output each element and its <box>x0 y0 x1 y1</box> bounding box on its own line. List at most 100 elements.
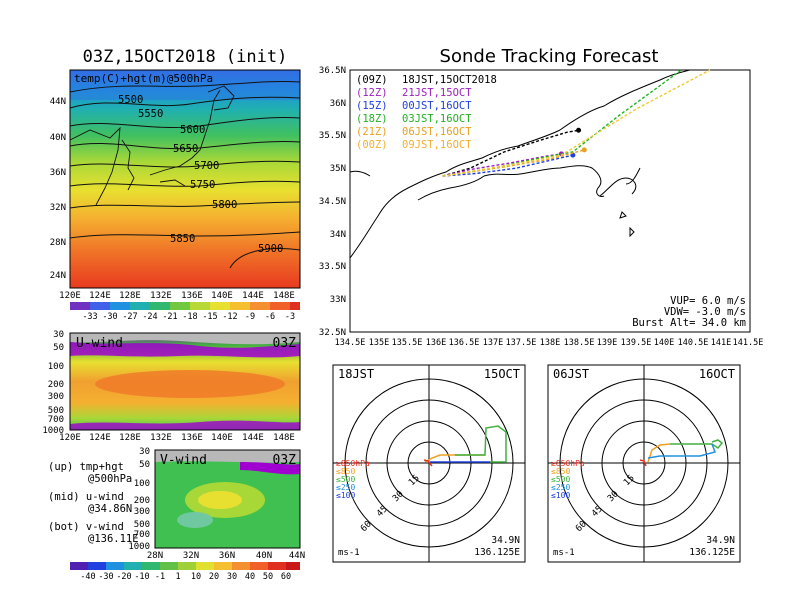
run-id: (12Z) <box>356 87 388 99</box>
hodo-level-legend: ≥850hPa ≤850 ≤500 ≤250 ≤100 <box>336 459 370 500</box>
run-time: 18JST,15OCT2018 <box>402 74 497 86</box>
hodo-lon: 136.125E <box>689 547 735 558</box>
hodograph-left <box>332 364 526 563</box>
lon-tick: 136E <box>426 338 446 348</box>
p-tick: 200 <box>48 380 64 390</box>
colorbar-tick: -9 <box>245 312 255 322</box>
colorbar-tick: -20 <box>116 572 131 582</box>
lat-tick: 44N <box>50 97 66 107</box>
track-params: VUP= 6.0 m/s VDW= -3.0 m/s Burst Alt= 34… <box>632 295 746 329</box>
contour-label: 5500 <box>118 94 143 106</box>
lon-tick: 135.5E <box>392 338 423 348</box>
legend-line: @500hPa <box>88 473 132 485</box>
p-tick: 700 <box>134 530 150 540</box>
hodo-lat: 34.9N <box>706 535 735 546</box>
map-lon-ticks: 120E 124E 128E 132E 136E 140E 144E 148E <box>59 291 295 301</box>
hodograph-right <box>547 364 741 563</box>
lon-tick: 120E <box>59 433 81 443</box>
map-plot <box>69 69 301 289</box>
uwind-lon-ticks: 120E 124E 128E 132E 136E 140E 144E 148E <box>59 433 295 443</box>
lat-tick: 35N <box>330 164 346 174</box>
lon-tick: 124E <box>89 433 111 443</box>
lon-tick: 140E <box>211 291 233 301</box>
wind-colorbar-ticks: -40 -30 -20 -10 -1 1 10 20 30 40 50 60 <box>80 572 291 582</box>
run-time: 03JST,16OCT <box>402 113 472 125</box>
lon-tick: 137.5E <box>506 338 537 348</box>
lat-tick: 32.5N <box>319 328 346 338</box>
lon-tick: 135E <box>369 338 389 348</box>
colorbar-tick: -33 <box>82 312 97 322</box>
vwind-label: V-wind <box>160 453 207 468</box>
level-entry: ≤250 <box>551 483 570 492</box>
lon-tick: 120E <box>59 291 81 301</box>
lon-tick: 136E <box>181 433 203 443</box>
lat-tick: 36N <box>330 99 346 109</box>
lon-tick: 128E <box>119 433 141 443</box>
burst-point <box>576 127 582 133</box>
vwind-p-ticks: 30 50 100 200 300 500 700 1000 <box>128 447 150 552</box>
colorbar-tick: 20 <box>209 572 219 582</box>
lon-tick: 141E <box>711 338 731 348</box>
colorbar-tick: 50 <box>263 572 273 582</box>
level-entry: ≤500 <box>551 475 570 484</box>
lat-tick: 28N <box>147 551 163 561</box>
lat-tick: 34.5N <box>319 197 346 207</box>
contour-label: 5750 <box>190 179 215 191</box>
track-plot <box>349 69 751 333</box>
run-id: (21Z) <box>356 126 388 138</box>
lat-tick: 28N <box>50 238 66 248</box>
hodo-date: 16OCT <box>699 367 735 381</box>
lon-tick: 140.5E <box>678 338 709 348</box>
param-line: VUP= 6.0 m/s <box>670 295 746 307</box>
level-entry: ≤250 <box>336 483 355 492</box>
contour-label: 5900 <box>258 243 283 255</box>
lon-tick: 141.5E <box>733 338 764 348</box>
track-series <box>442 69 711 177</box>
lat-tick: 36N <box>219 551 235 561</box>
colorbar-tick: -30 <box>98 572 113 582</box>
temp-colorbar <box>70 302 300 310</box>
lon-tick: 138.5E <box>564 338 595 348</box>
uwind-p-ticks: 30 50 100 200 300 500 700 1000 <box>42 330 64 436</box>
lon-tick: 134.5E <box>335 338 366 348</box>
panel-legend: (up) tmp+hgt @500hPa (mid) u-wind @34.86… <box>48 461 139 545</box>
contour-label: 5650 <box>173 143 198 155</box>
level-entry: ≥850hPa <box>551 459 585 468</box>
lat-tick: 24N <box>50 271 66 281</box>
colorbar-tick: 30 <box>227 572 237 582</box>
vwind-lat-ticks: 28N 32N 36N 40N 44N <box>147 551 305 561</box>
p-tick: 200 <box>134 496 150 506</box>
lon-tick: 128E <box>119 291 141 301</box>
hodo-lon: 136.125E <box>474 547 520 558</box>
level-entry: ≤850 <box>336 467 355 476</box>
map-lat-ticks: 44N 40N 36N 32N 28N 24N <box>50 97 66 281</box>
lon-tick: 139E <box>597 338 617 348</box>
level-entry: ≤500 <box>336 475 355 484</box>
lon-tick: 132E <box>150 433 172 443</box>
p-tick: 50 <box>53 343 64 353</box>
p-tick: 30 <box>139 447 150 457</box>
colorbar-tick: 10 <box>191 572 201 582</box>
colorbar-tick: -30 <box>102 312 117 322</box>
lat-tick: 35.5N <box>319 131 346 141</box>
lat-tick: 36.5N <box>319 66 346 76</box>
lon-tick: 138E <box>540 338 560 348</box>
level-entry: ≤100 <box>336 491 355 500</box>
p-tick: 300 <box>48 392 64 402</box>
p-tick: 500 <box>48 406 64 416</box>
hodo-lat: 34.9N <box>491 535 520 546</box>
contour-label: 5700 <box>194 160 219 172</box>
track-legend: (09Z) 18JST,15OCT2018 (12Z) 21JST,15OCT … <box>356 74 497 151</box>
p-tick: 100 <box>134 479 150 489</box>
hodo-units: ms-1 <box>553 548 575 558</box>
lat-tick: 34N <box>330 230 346 240</box>
temp-colorbar-ticks: -33 -30 -27 -24 -21 -18 -15 -12 -9 -6 -3 <box>82 312 295 322</box>
colorbar-tick: -3 <box>285 312 295 322</box>
legend-line: (bot) v-wind <box>48 521 124 533</box>
lon-tick: 140E <box>654 338 674 348</box>
lat-tick: 33N <box>330 295 346 305</box>
legend-line: @136.11E <box>88 533 139 545</box>
p-tick: 300 <box>134 507 150 517</box>
colorbar-tick: -24 <box>142 312 157 322</box>
